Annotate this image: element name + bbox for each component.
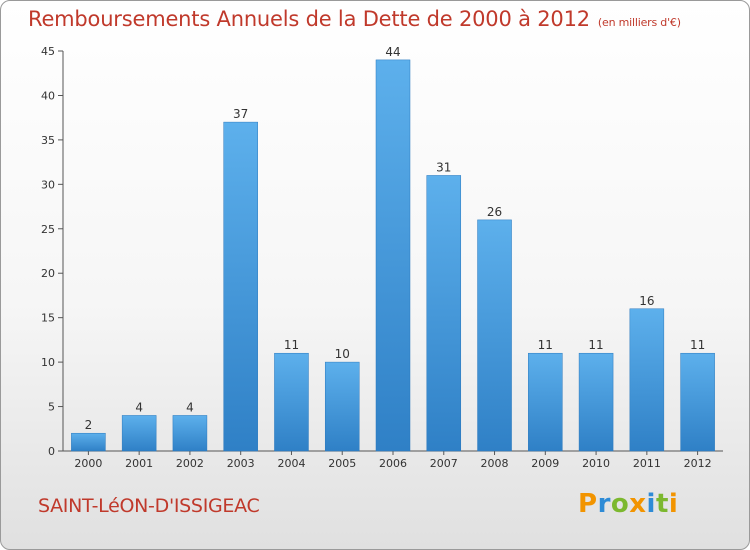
y-tick-label: 0 [48, 445, 55, 458]
x-tick-label: 2001 [125, 457, 153, 470]
proxiti-logo: Proxiti [578, 489, 678, 519]
bar-2003 [223, 121, 258, 452]
value-label: 26 [487, 205, 502, 219]
y-tick-label: 20 [41, 267, 55, 280]
x-tick-label: 2007 [430, 457, 458, 470]
bar-2005 [324, 361, 360, 452]
value-label: 10 [335, 347, 350, 361]
bar-2010 [578, 352, 614, 452]
value-label: 4 [186, 400, 194, 414]
logo-letter: P [578, 489, 598, 519]
x-tick-label: 2004 [277, 457, 305, 470]
x-tick-label: 2002 [176, 457, 204, 470]
y-tick-label: 15 [41, 312, 55, 325]
value-label: 16 [639, 294, 654, 308]
value-label: 4 [135, 400, 143, 414]
logo-letter: r [597, 489, 611, 519]
logo-letter: i [668, 489, 679, 519]
x-tick-label: 2006 [379, 457, 407, 470]
chart-labels: 2000 2 2001 4 2002 4 2003 37 2004 11 2005 10 2006 44 2… [74, 45, 711, 470]
y-tick-label: 45 [41, 45, 55, 58]
y-tick-label: 30 [41, 178, 55, 191]
bar-2011 [629, 308, 665, 452]
bar-2008 [477, 219, 512, 452]
chart-bars [71, 59, 715, 452]
logo-letter: i [646, 489, 656, 519]
commune-name: SAINT-LéON-D'ISSIGEAC [38, 495, 260, 517]
y-tick-label: 5 [48, 401, 55, 414]
x-tick-label: 2008 [481, 457, 509, 470]
bar-2000 [71, 432, 106, 452]
bar-2004 [274, 352, 309, 452]
bar-2006 [375, 59, 411, 452]
bar-2007 [426, 175, 462, 452]
x-tick-label: 2005 [328, 457, 356, 470]
value-label: 11 [284, 338, 299, 352]
y-tick-label: 25 [41, 223, 55, 236]
y-tick-label: 10 [41, 356, 55, 369]
chart-unit: (en milliers d'€) [597, 16, 681, 29]
y-tick-label: 35 [41, 134, 55, 147]
x-tick-label: 2012 [684, 457, 712, 470]
x-tick-label: 2003 [227, 457, 255, 470]
bar-2001 [121, 415, 157, 452]
value-label: 44 [385, 45, 400, 59]
value-label: 11 [690, 338, 705, 352]
bar-2009 [528, 352, 563, 452]
logo-letter: o [610, 489, 630, 519]
x-tick-label: 2010 [582, 457, 610, 470]
value-label: 11 [588, 338, 603, 352]
y-tick-label: 40 [41, 89, 55, 102]
logo-letter: x [629, 489, 647, 519]
bar-2012 [680, 352, 715, 452]
logo-letter: t [655, 489, 669, 519]
x-tick-label: 2011 [633, 457, 661, 470]
x-tick-label: 2009 [531, 457, 559, 470]
value-label: 2 [85, 418, 93, 432]
chart-title: Remboursements Annuels de la Dette de 20… [28, 7, 681, 31]
x-tick-label: 2000 [74, 457, 102, 470]
bar-2002 [172, 415, 208, 452]
value-label: 11 [538, 338, 553, 352]
chart-title-text: Remboursements Annuels de la Dette de 20… [28, 7, 590, 31]
value-label: 31 [436, 160, 451, 174]
value-label: 37 [233, 107, 248, 121]
